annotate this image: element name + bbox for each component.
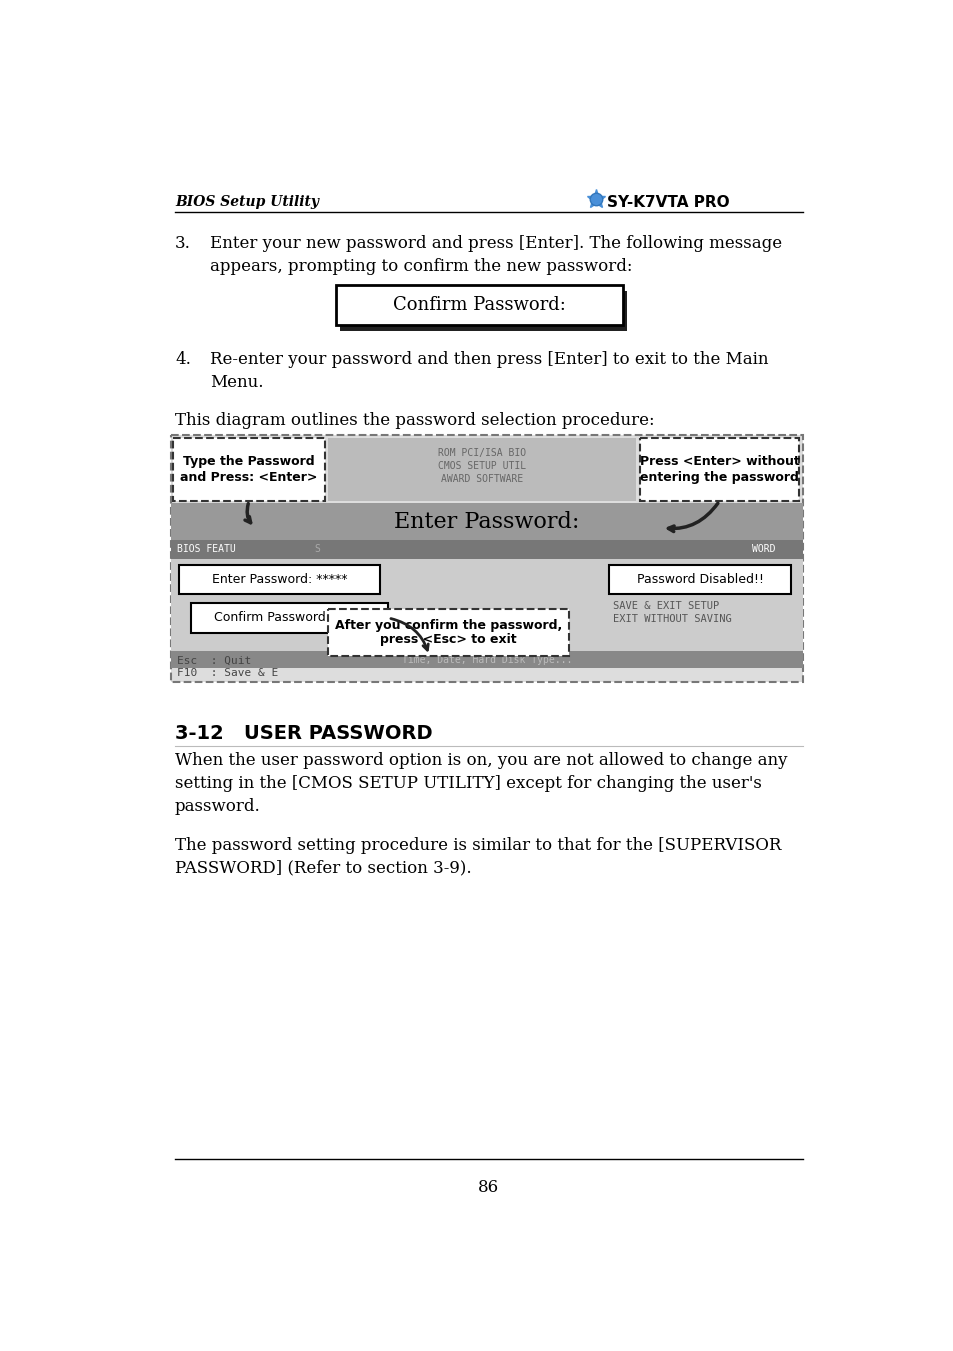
Text: Esc  : Quit: Esc : Quit (177, 655, 252, 665)
Bar (608, 565, 790, 594)
Text: Type the Password: Type the Password (183, 455, 314, 469)
Text: 3.: 3. (174, 235, 191, 253)
Text: 86: 86 (477, 1178, 499, 1196)
Text: S: S (314, 544, 320, 554)
Text: password.: password. (174, 798, 260, 815)
Text: appears, prompting to confirm the new password:: appears, prompting to confirm the new pa… (210, 258, 632, 276)
Text: PASSWORD] (Refer to section 3-9).: PASSWORD] (Refer to section 3-9). (174, 859, 471, 877)
Text: SY-K7VTA PRO: SY-K7VTA PRO (607, 195, 729, 209)
Bar (639, 438, 798, 501)
Text: This diagram outlines the password selection procedure:: This diagram outlines the password selec… (174, 412, 654, 430)
Bar (179, 565, 380, 594)
Bar (171, 540, 802, 559)
Text: Password Disabled!!: Password Disabled!! (636, 573, 762, 586)
Text: entering the password: entering the password (639, 470, 798, 484)
Text: SAVE & EXIT SETUP: SAVE & EXIT SETUP (612, 601, 719, 611)
Text: After you confirm the password,: After you confirm the password, (335, 619, 561, 632)
Polygon shape (328, 620, 483, 666)
Text: WORD: WORD (752, 544, 775, 554)
Text: Enter Password:: Enter Password: (394, 511, 579, 532)
Text: Enter Password: *****: Enter Password: ***** (212, 573, 347, 586)
Text: Confirm Password:: Confirm Password: (393, 296, 565, 315)
Bar (171, 503, 802, 540)
Bar (171, 435, 802, 682)
Text: press <Esc> to exit: press <Esc> to exit (380, 634, 517, 646)
Bar (328, 438, 636, 501)
Text: Menu.: Menu. (210, 374, 263, 390)
Text: 4.: 4. (174, 351, 191, 367)
Text: AWARD SOFTWARE: AWARD SOFTWARE (440, 474, 523, 485)
Text: Press <Enter> without: Press <Enter> without (639, 455, 799, 469)
Text: CMOS SETUP UTIL: CMOS SETUP UTIL (437, 461, 526, 471)
Text: Re-enter your password and then press [Enter] to exit to the Main: Re-enter your password and then press [E… (210, 351, 767, 367)
Text: F10  : Save & E: F10 : Save & E (177, 667, 278, 678)
Bar (171, 559, 802, 651)
Text: The password setting procedure is similar to that for the [SUPERVISOR: The password setting procedure is simila… (174, 836, 781, 854)
Bar (335, 285, 622, 326)
Text: When the user password option is on, you are not allowed to change any: When the user password option is on, you… (174, 753, 787, 769)
Text: 3-12   USER PASSWORD: 3-12 USER PASSWORD (174, 724, 433, 743)
Text: BIOS FEATU: BIOS FEATU (177, 544, 236, 554)
Text: and Press: <Enter>: and Press: <Enter> (180, 470, 317, 484)
Text: Time, Date, Hard Disk Type...: Time, Date, Hard Disk Type... (401, 654, 572, 665)
Text: setting in the [CMOS SETUP UTILITY] except for changing the user's: setting in the [CMOS SETUP UTILITY] exce… (174, 775, 761, 792)
Text: ROM PCI/ISA BIO: ROM PCI/ISA BIO (437, 449, 526, 458)
Bar (191, 604, 388, 632)
Text: Confirm Password: *****: Confirm Password: ***** (213, 612, 365, 624)
Bar (328, 609, 568, 657)
Bar (171, 651, 802, 667)
Text: BIOS Setup Utility: BIOS Setup Utility (174, 195, 318, 209)
Text: lor: lor (781, 655, 798, 665)
Bar (340, 290, 626, 331)
Bar (173, 438, 324, 501)
Text: Enter your new password and press [Enter]. The following message: Enter your new password and press [Enter… (210, 235, 781, 253)
Text: EXIT WITHOUT SAVING: EXIT WITHOUT SAVING (612, 613, 731, 624)
